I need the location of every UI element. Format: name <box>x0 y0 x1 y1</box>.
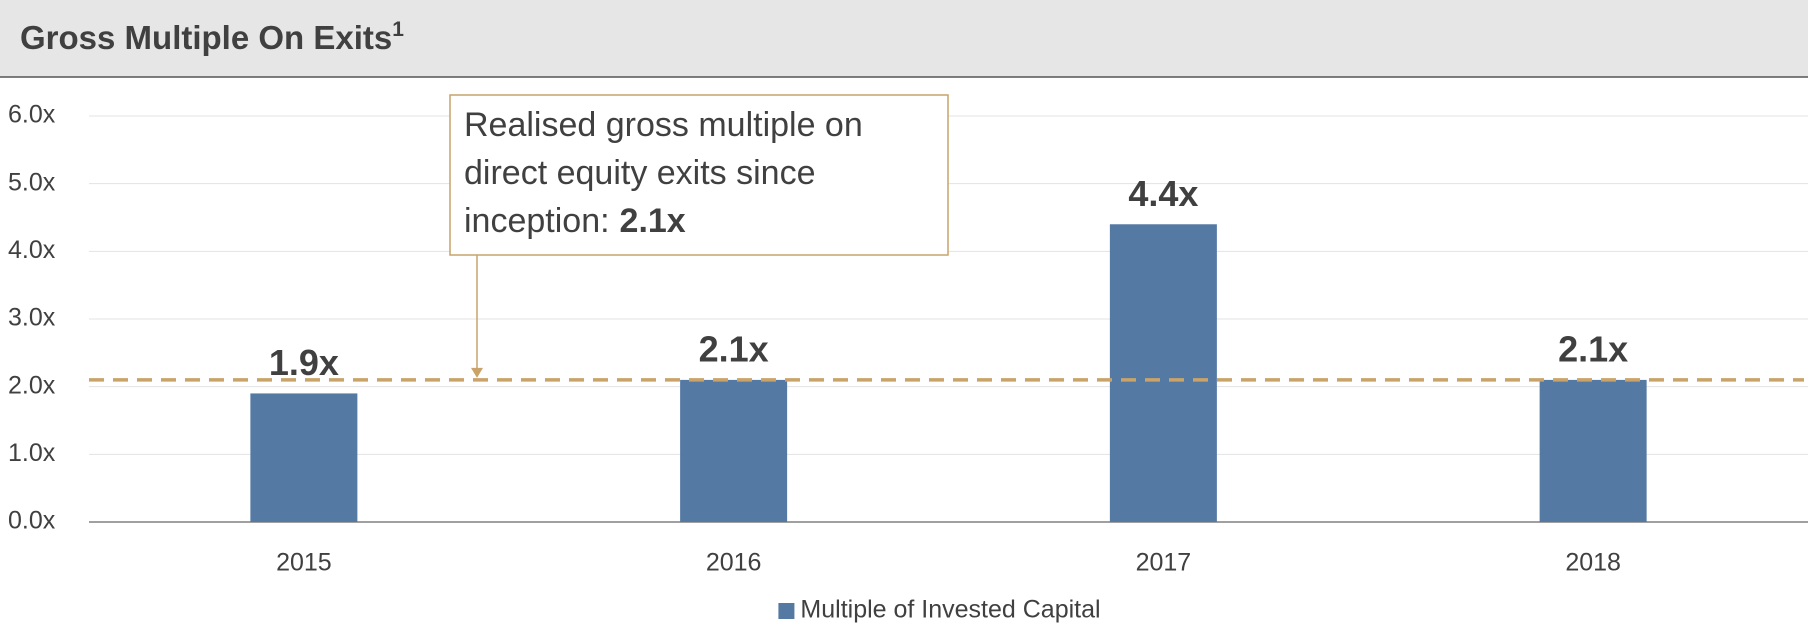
title-text: Gross Multiple On Exits <box>20 19 392 56</box>
annotation-text: direct equity exits since <box>464 154 816 192</box>
bar <box>1539 379 1647 522</box>
chart-title: Gross Multiple On Exits1 <box>20 18 404 56</box>
annotation-box <box>449 94 949 256</box>
x-tick-label: 2016 <box>706 549 762 577</box>
y-tick-label: 3.0x <box>8 304 56 332</box>
title-bar <box>0 0 1808 77</box>
annotation-text: Realised gross multiple on <box>464 106 863 144</box>
data-label: 1.9x <box>269 342 339 383</box>
annotation-highlight: 2.1x <box>620 202 686 240</box>
y-tick-label: 0.0x <box>8 507 56 535</box>
title-superscript: 1 <box>392 18 404 41</box>
legend-label: Multiple of Invested Capital <box>800 596 1100 624</box>
bar <box>1109 224 1217 522</box>
legend-swatch <box>778 603 795 619</box>
annotation-text: inception: <box>464 202 610 240</box>
x-tick-label: 2018 <box>1565 549 1621 577</box>
annotation-arrowhead <box>471 367 483 378</box>
y-tick-label: 5.0x <box>8 168 56 196</box>
y-tick-label: 6.0x <box>8 101 56 129</box>
y-tick-label: 2.0x <box>8 371 56 399</box>
data-label: 2.1x <box>699 328 769 369</box>
y-tick-label: 4.0x <box>8 236 56 264</box>
data-label: 4.4x <box>1128 173 1198 214</box>
x-tick-label: 2017 <box>1136 549 1192 577</box>
bar <box>680 379 788 522</box>
data-label: 2.1x <box>1558 328 1628 369</box>
y-tick-label: 1.0x <box>8 439 56 467</box>
bar <box>250 393 358 522</box>
x-tick-label: 2015 <box>276 549 332 577</box>
